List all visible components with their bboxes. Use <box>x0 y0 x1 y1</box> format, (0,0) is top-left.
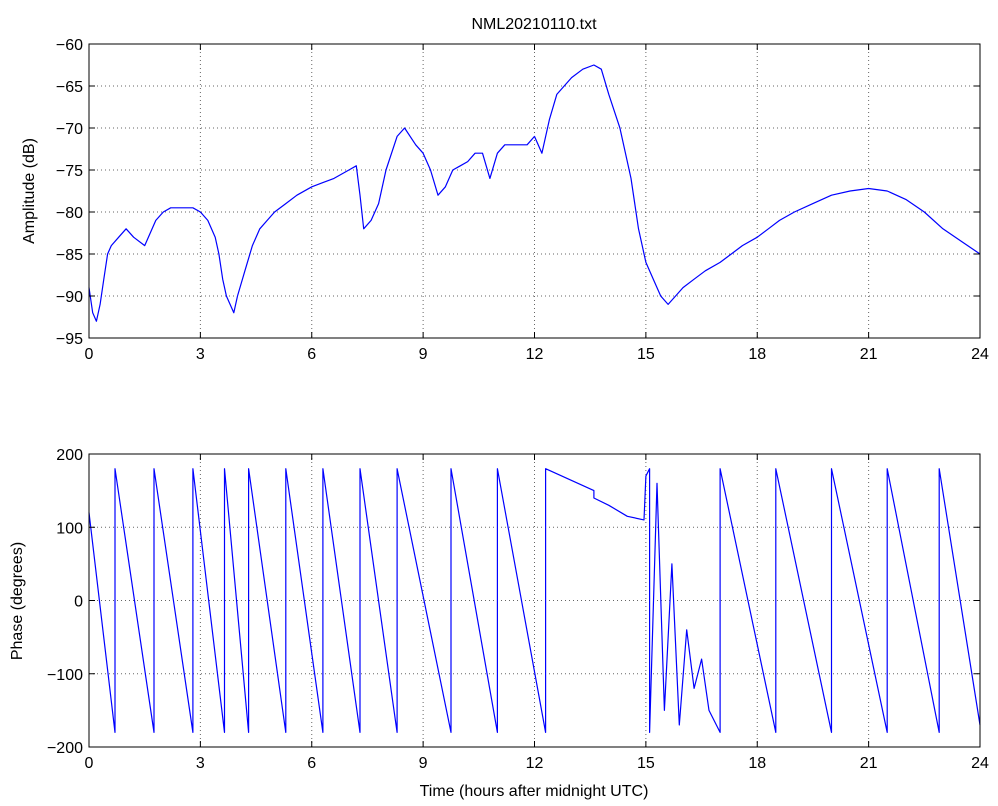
amplitude-ticks <box>88 43 981 339</box>
phase-x-axis-label: Time (hours after midnight UTC) <box>420 783 649 800</box>
phase-x-tick-label: 21 <box>860 755 878 772</box>
amplitude-x-tick-label: 6 <box>307 346 316 363</box>
phase-x-tick-label: 3 <box>196 755 205 772</box>
amplitude-y-tick-label: −65 <box>56 79 83 96</box>
phase-x-tick-label: 9 <box>419 755 428 772</box>
amplitude-y-tick-label: −60 <box>56 37 83 54</box>
phase-x-tick-label: 0 <box>85 755 94 772</box>
amplitude-x-tick-label: 9 <box>419 346 428 363</box>
phase-plot: 0 3 6 9 12 15 18 21 24 −200 −100 0 100 200 Phase (deg… <box>9 447 989 800</box>
phase-x-tick-label: 12 <box>526 755 544 772</box>
phase-x-tick-label: 6 <box>307 755 316 772</box>
amplitude-x-tick-label: 24 <box>971 346 989 363</box>
phase-axes-frame <box>88 453 981 748</box>
amplitude-x-tick-label: 0 <box>85 346 94 363</box>
phase-y-tick-label: −100 <box>47 667 83 684</box>
amplitude-x-tick-label: 21 <box>860 346 878 363</box>
amplitude-tick-labels: 0 3 6 9 12 15 18 21 24 −95 −90 −85 −80 −75 −70 −65 −60 <box>56 37 989 363</box>
amplitude-series-line <box>88 64 981 322</box>
amplitude-line-layer <box>88 64 981 322</box>
phase-x-tick-label: 18 <box>748 755 766 772</box>
phase-grid <box>89 454 980 747</box>
chart-title: NML20210110.txt <box>471 16 597 33</box>
phase-series-line <box>88 468 981 733</box>
amplitude-y-tick-label: −90 <box>56 289 83 306</box>
amplitude-plot: 0 3 6 9 12 15 18 21 24 −95 −90 −85 −80 −75 −70 −65 −60 A… <box>21 37 989 363</box>
phase-y-tick-label: 100 <box>56 520 83 537</box>
amplitude-y-tick-label: −85 <box>56 247 83 264</box>
phase-tick-labels: 0 3 6 9 12 15 18 21 24 −200 −100 0 100 200 <box>47 447 989 772</box>
amplitude-y-tick-label: −75 <box>56 163 83 180</box>
phase-y-tick-label: −200 <box>47 740 83 757</box>
phase-x-tick-label: 15 <box>637 755 655 772</box>
amplitude-x-tick-label: 18 <box>748 346 766 363</box>
amplitude-x-tick-label: 15 <box>637 346 655 363</box>
phase-x-tick-label: 24 <box>971 755 989 772</box>
amplitude-y-axis-label: Amplitude (dB) <box>21 138 38 244</box>
amplitude-x-tick-label: 12 <box>526 346 544 363</box>
phase-line-layer <box>88 468 981 733</box>
amplitude-y-tick-label: −95 <box>56 331 83 348</box>
phase-y-tick-label: 200 <box>56 447 83 464</box>
amplitude-x-tick-label: 3 <box>196 346 205 363</box>
amplitude-y-tick-label: −70 <box>56 121 83 138</box>
amplitude-grid <box>89 44 980 338</box>
phase-ticks <box>88 453 981 748</box>
phase-y-axis-label: Phase (degrees) <box>9 542 26 660</box>
phase-y-tick-label: 0 <box>74 594 83 611</box>
amplitude-y-tick-label: −80 <box>56 205 83 222</box>
